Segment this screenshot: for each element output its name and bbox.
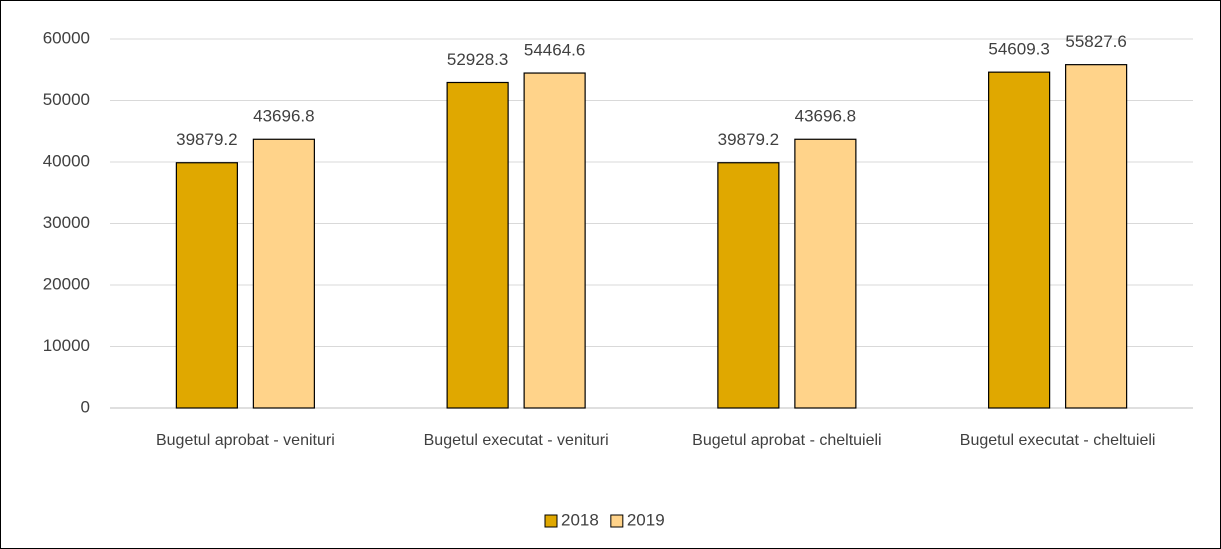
bar	[446, 81, 509, 409]
bar	[717, 162, 780, 409]
bar	[523, 72, 586, 409]
x-tick-label: Bugetul aprobat - venituri	[155, 432, 335, 449]
y-tick-label: 10000	[43, 336, 90, 355]
x-tick-label: Bugetul executat - venituri	[423, 432, 609, 449]
bar	[252, 138, 315, 409]
y-tick-label: 0	[81, 397, 90, 416]
y-tick-label: 60000	[43, 28, 90, 47]
y-tick-label: 20000	[43, 274, 90, 293]
data-label: 39879.2	[176, 130, 237, 149]
x-tick-label: Bugetul aprobat - cheltuieli	[692, 432, 882, 449]
bar	[175, 162, 238, 409]
data-label: 43696.8	[795, 107, 856, 126]
bar	[1065, 64, 1128, 409]
data-label: 54464.6	[524, 41, 585, 60]
data-label: 54609.3	[988, 40, 1049, 59]
legend-label: 2018	[561, 510, 599, 529]
data-label: 39879.2	[718, 130, 779, 149]
bar	[794, 138, 857, 409]
x-tick-label: Bugetul executat - cheltuieli	[959, 432, 1156, 449]
data-label: 55827.6	[1065, 32, 1126, 51]
data-label: 43696.8	[253, 107, 314, 126]
y-tick-label: 50000	[43, 90, 90, 109]
legend-swatch	[544, 514, 558, 528]
legend-swatch	[610, 514, 624, 528]
y-tick-label: 30000	[43, 213, 90, 232]
data-label: 52928.3	[447, 50, 508, 69]
y-tick-label: 40000	[43, 151, 90, 170]
legend-label: 2019	[627, 510, 665, 529]
bar	[988, 71, 1051, 409]
